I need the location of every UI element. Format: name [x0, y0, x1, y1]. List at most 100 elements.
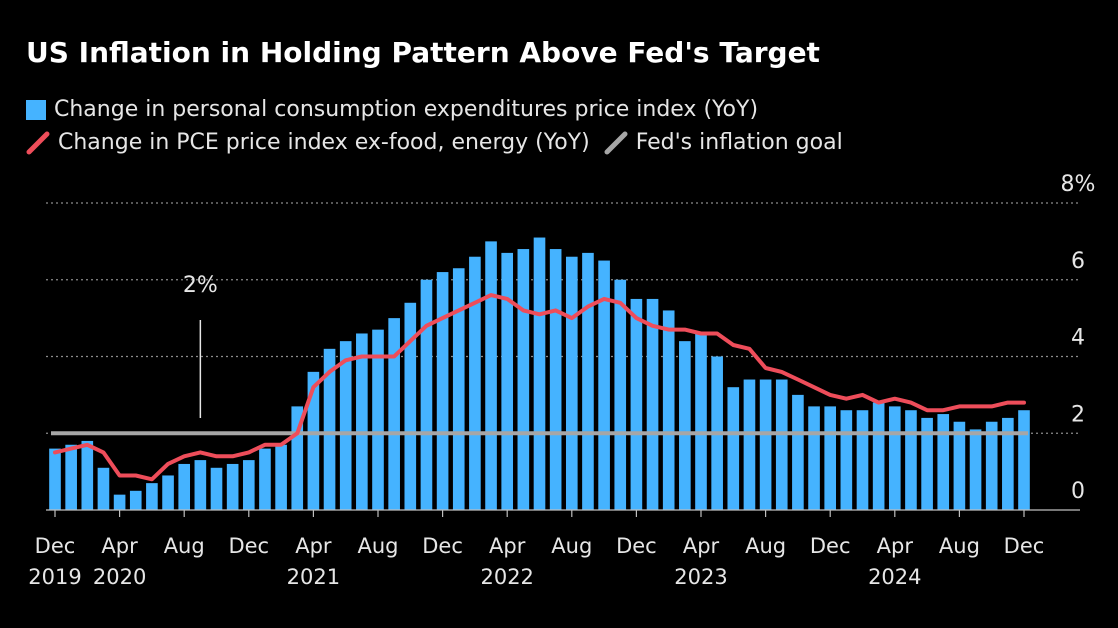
x-tick-month-label: Aug — [551, 534, 592, 558]
pce-bar — [146, 483, 158, 510]
pce-bar — [259, 448, 271, 510]
pce-bar — [194, 460, 207, 510]
legend-item-goal: Fed's inflation goal — [604, 130, 843, 155]
pce-bar — [49, 448, 61, 510]
pce-bar — [969, 429, 982, 510]
pce-bar — [501, 252, 514, 510]
annotation-label: 2% — [183, 273, 218, 298]
x-tick-month-label: Apr — [683, 534, 720, 558]
pce-bar — [420, 279, 433, 510]
pce-bar — [81, 440, 94, 510]
pce-bar — [226, 463, 239, 510]
x-tick-month-label: Dec — [810, 534, 851, 558]
pce-bar — [872, 402, 885, 510]
pce-bar — [339, 341, 352, 510]
x-tick-year-label: 2019 — [28, 565, 81, 589]
pce-bar — [582, 252, 594, 510]
pce-bar — [485, 241, 497, 510]
x-tick-year-label: 2020 — [93, 565, 146, 589]
pce-bar — [356, 333, 368, 510]
x-tick-month-label: Apr — [489, 534, 526, 558]
x-tick-month-label: Apr — [877, 534, 914, 558]
chart-title: US Inflation in Holding Pattern Above Fe… — [26, 36, 820, 69]
x-tick-month-label: Dec — [616, 534, 657, 558]
pce-bar — [113, 494, 126, 510]
x-tick-year-label: 2021 — [287, 565, 340, 589]
y-tick-label: 0 — [1071, 479, 1085, 504]
pce-bar — [646, 298, 659, 510]
pce-bar — [679, 341, 691, 510]
y-tick-label: 8% — [1061, 172, 1096, 197]
pce-bar — [598, 260, 610, 510]
pce-bar — [323, 348, 336, 510]
pce-bar — [840, 410, 853, 510]
legend-label-core: Change in PCE price index ex-food, energ… — [58, 130, 590, 155]
legend-row-1: Change in personal consumption expenditu… — [26, 97, 772, 122]
pce-bar — [743, 379, 756, 510]
pce-bar — [178, 463, 191, 510]
x-tick-month-label: Dec — [228, 534, 269, 558]
pce-bar — [630, 298, 643, 510]
pce-bar — [905, 410, 917, 510]
pce-bar — [937, 414, 950, 510]
pce-bar — [65, 444, 77, 510]
x-tick-month-label: Dec — [422, 534, 463, 558]
x-tick-month-label: Apr — [101, 534, 138, 558]
pce-bar — [759, 379, 772, 510]
pce-bar — [921, 417, 933, 510]
x-tick-month-label: Dec — [1004, 534, 1045, 558]
legend-label-pce: Change in personal consumption expenditu… — [54, 97, 759, 122]
pce-bar — [372, 329, 384, 510]
core-pce-line — [53, 293, 1026, 482]
pce-bar — [469, 256, 481, 510]
pce-bar — [129, 490, 142, 510]
pce-bar — [436, 272, 449, 510]
pce-bar — [1002, 417, 1014, 510]
pce-bar — [662, 310, 675, 510]
pce-bar — [242, 460, 255, 510]
pce-bar — [888, 406, 901, 510]
x-tick-month-label: Aug — [164, 534, 205, 558]
x-tick-year-label: 2023 — [674, 565, 727, 589]
pce-bar — [517, 249, 530, 511]
pce-bar — [549, 249, 562, 511]
legend-row-2: Change in PCE price index ex-food, energ… — [26, 130, 857, 155]
pce-bar — [291, 406, 304, 510]
pce-bar — [695, 333, 707, 510]
legend-item-pce: Change in personal consumption expenditu… — [26, 97, 758, 122]
pce-bar — [307, 371, 320, 510]
y-tick-label: 2 — [1071, 402, 1085, 427]
pce-bar — [614, 279, 627, 510]
pce-bar — [533, 237, 546, 510]
x-tick-month-label: Aug — [939, 534, 980, 558]
legend-red-line-icon — [26, 131, 50, 154]
x-tick-year-label: 2022 — [480, 565, 533, 589]
legend-label-goal: Fed's inflation goal — [635, 130, 843, 155]
pce-bar — [808, 406, 820, 510]
pce-bar — [452, 268, 465, 510]
pce-bar — [97, 467, 110, 510]
pce-bar — [404, 302, 417, 510]
pce-bar — [775, 379, 788, 510]
pce-bar — [275, 444, 287, 510]
pce-bar — [985, 421, 998, 510]
legend-bar-swatch-icon — [26, 99, 46, 120]
legend-item-core: Change in PCE price index ex-food, energ… — [26, 130, 590, 155]
x-tick-month-label: Aug — [357, 534, 398, 558]
x-tick-month-label: Dec — [35, 534, 76, 558]
pce-bar — [824, 406, 837, 510]
pce-bar — [856, 410, 869, 510]
pce-bar — [388, 318, 400, 510]
y-tick-label: 4 — [1071, 326, 1085, 351]
pce-bar — [565, 256, 578, 510]
y-tick-label: 6 — [1071, 249, 1085, 274]
pce-bar — [1018, 410, 1030, 510]
x-tick-year-label: 2024 — [868, 565, 921, 589]
x-tick-month-label: Apr — [295, 534, 332, 558]
pce-bar — [727, 387, 740, 510]
pce-bar — [792, 394, 804, 510]
pce-bar — [953, 421, 966, 510]
pce-bar — [210, 467, 223, 510]
pce-bar — [162, 475, 174, 510]
